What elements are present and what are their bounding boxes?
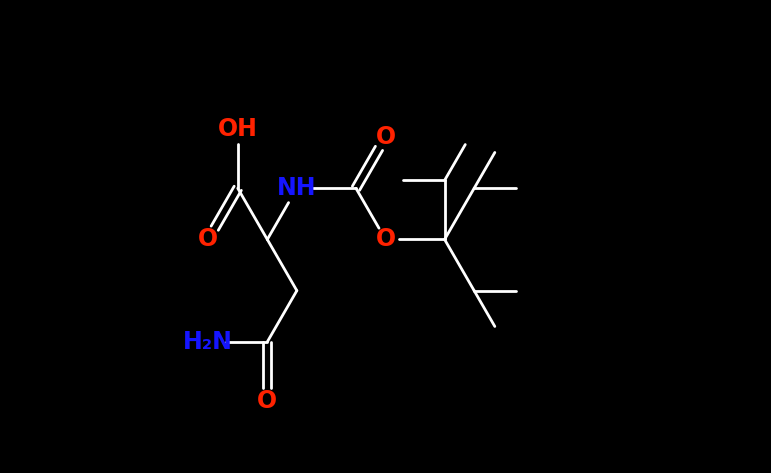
Text: H₂N: H₂N <box>183 330 233 354</box>
Text: O: O <box>198 228 218 252</box>
Text: O: O <box>375 228 396 252</box>
Text: O: O <box>258 389 278 413</box>
Text: OH: OH <box>218 117 258 141</box>
Text: NH: NH <box>277 176 317 200</box>
Text: O: O <box>375 125 396 149</box>
